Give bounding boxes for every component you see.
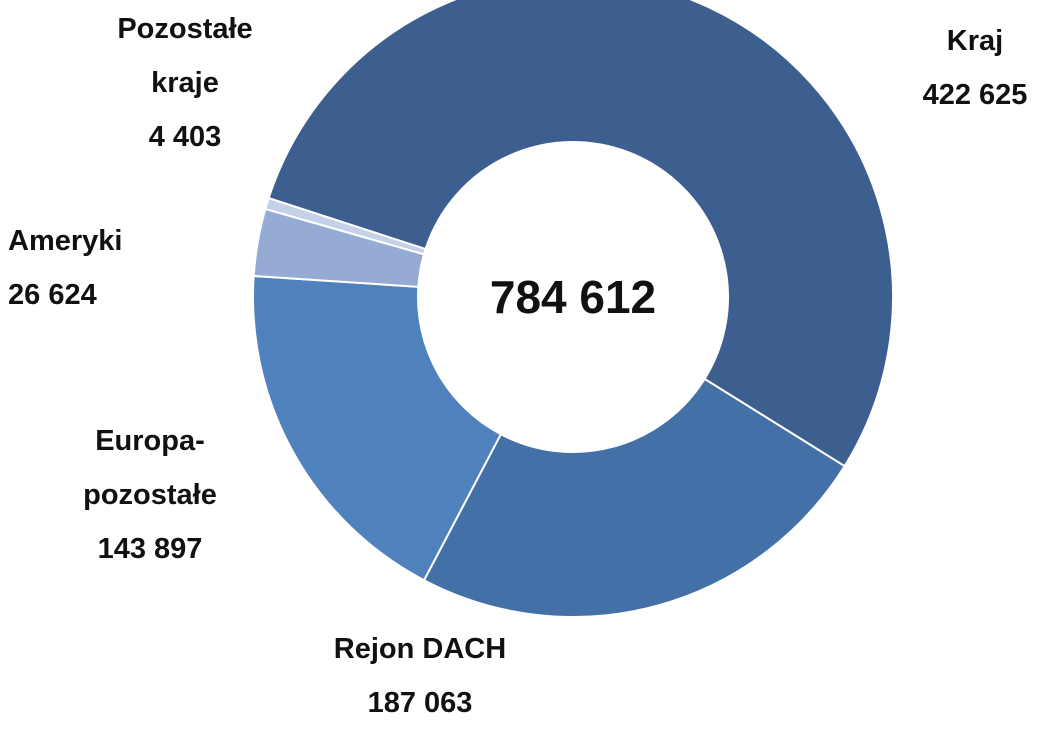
value-label: 26 624 — [8, 279, 97, 311]
donut-slice — [252, 274, 503, 582]
data-label: Ameryki 26 624 — [8, 214, 188, 322]
value-label: 422 625 — [922, 79, 1028, 111]
data-label: Pozostałe kraje 4 403 — [80, 2, 290, 164]
value-label: 143 897 — [97, 533, 203, 565]
category-label: Europa-pozostałe — [83, 425, 217, 511]
data-label: Europa-pozostałe 143 897 — [40, 414, 260, 576]
donut-slice — [422, 377, 847, 618]
data-label: Rejon DACH 187 063 — [250, 622, 590, 730]
category-label: Ameryki — [8, 225, 123, 257]
value-label: 4 403 — [148, 121, 222, 153]
category-label: Pozostałe kraje — [117, 13, 253, 99]
category-label: Rejon DACH — [333, 633, 507, 665]
center-total: 784 612 — [489, 271, 657, 323]
donut-slice — [264, 196, 427, 256]
data-label: Kraj 422 625 — [895, 14, 1052, 122]
value-label: 187 063 — [367, 687, 473, 719]
category-label: Kraj — [946, 25, 1004, 57]
donut-slice — [267, 0, 895, 468]
